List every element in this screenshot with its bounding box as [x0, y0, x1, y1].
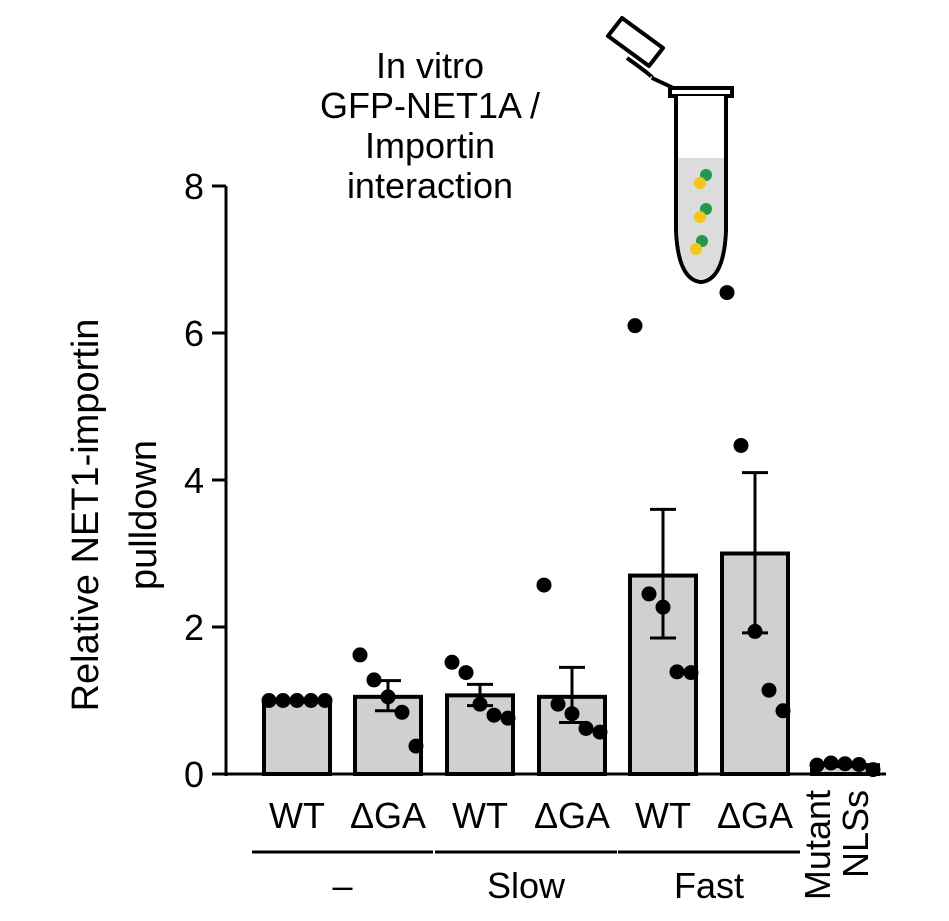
data-point: [380, 689, 396, 705]
data-point: [641, 586, 657, 602]
data-point: [550, 696, 566, 712]
y-tick-label: 6: [184, 313, 204, 354]
data-point: [500, 710, 516, 726]
data-point: [747, 623, 763, 639]
data-point: [627, 318, 643, 334]
yellow-bead: [690, 243, 702, 255]
title-line: GFP-NET1A /: [320, 85, 540, 126]
data-point: [775, 703, 791, 719]
data-point: [655, 599, 671, 615]
data-point: [809, 757, 825, 773]
data-point: [837, 756, 853, 772]
data-point: [394, 704, 410, 720]
yellow-bead: [694, 211, 706, 223]
data-point: [458, 665, 474, 681]
data-point: [289, 693, 305, 708]
data-point: [261, 693, 277, 708]
data-point: [408, 738, 424, 754]
data-point: [444, 654, 460, 670]
y-tick-label: 4: [184, 460, 204, 501]
x-tick-label: ΔGA: [717, 795, 793, 836]
data-point: [865, 762, 881, 778]
data-point: [733, 437, 749, 453]
data-point: [366, 672, 382, 688]
data-point: [536, 577, 552, 593]
x-tick-label: WT: [269, 795, 325, 836]
y-axis-title: Relative NET1-importin: [65, 319, 107, 712]
y-tick-label: 0: [184, 754, 204, 795]
data-point: [683, 665, 699, 681]
data-point: [592, 724, 608, 740]
x-tick-label: ΔGA: [350, 795, 426, 836]
group-label: –: [332, 865, 352, 906]
data-point: [719, 285, 735, 301]
x-tick-label: WT: [452, 795, 508, 836]
data-point: [275, 693, 291, 708]
data-point: [851, 756, 867, 772]
group-label: Slow: [487, 865, 566, 906]
y-tick-label: 2: [184, 607, 204, 648]
data-point: [472, 696, 488, 712]
group-label: Fast: [674, 865, 744, 906]
x-tick-label: Mutant: [797, 790, 838, 900]
group-labels: – Slow Fast: [252, 850, 800, 906]
y-axis-title: pulldown: [123, 440, 165, 590]
data-point: [303, 693, 319, 708]
title-line: interaction: [347, 165, 513, 206]
bars: [261, 285, 881, 778]
yellow-bead: [694, 177, 706, 189]
data-point: [669, 664, 685, 680]
title-line: Importin: [365, 125, 495, 166]
x-tick-label: WT: [635, 795, 691, 836]
y-axis-label: Relative NET1-importin pulldown: [65, 319, 165, 712]
data-point: [578, 720, 594, 736]
data-point: [823, 755, 839, 771]
x-tick-label: NLSs: [835, 790, 876, 878]
y-tick-label: 8: [184, 166, 204, 207]
microcentrifuge-tube-icon: [606, 16, 734, 285]
data-point: [564, 706, 580, 722]
x-tick-label: ΔGA: [534, 795, 610, 836]
data-point: [761, 682, 777, 698]
y-axis: 0 2 4 6 8: [184, 166, 886, 795]
title-line: In vitro: [376, 45, 484, 86]
data-point: [352, 647, 368, 663]
bar: [262, 698, 332, 776]
data-point: [486, 707, 502, 723]
data-point: [317, 693, 333, 708]
